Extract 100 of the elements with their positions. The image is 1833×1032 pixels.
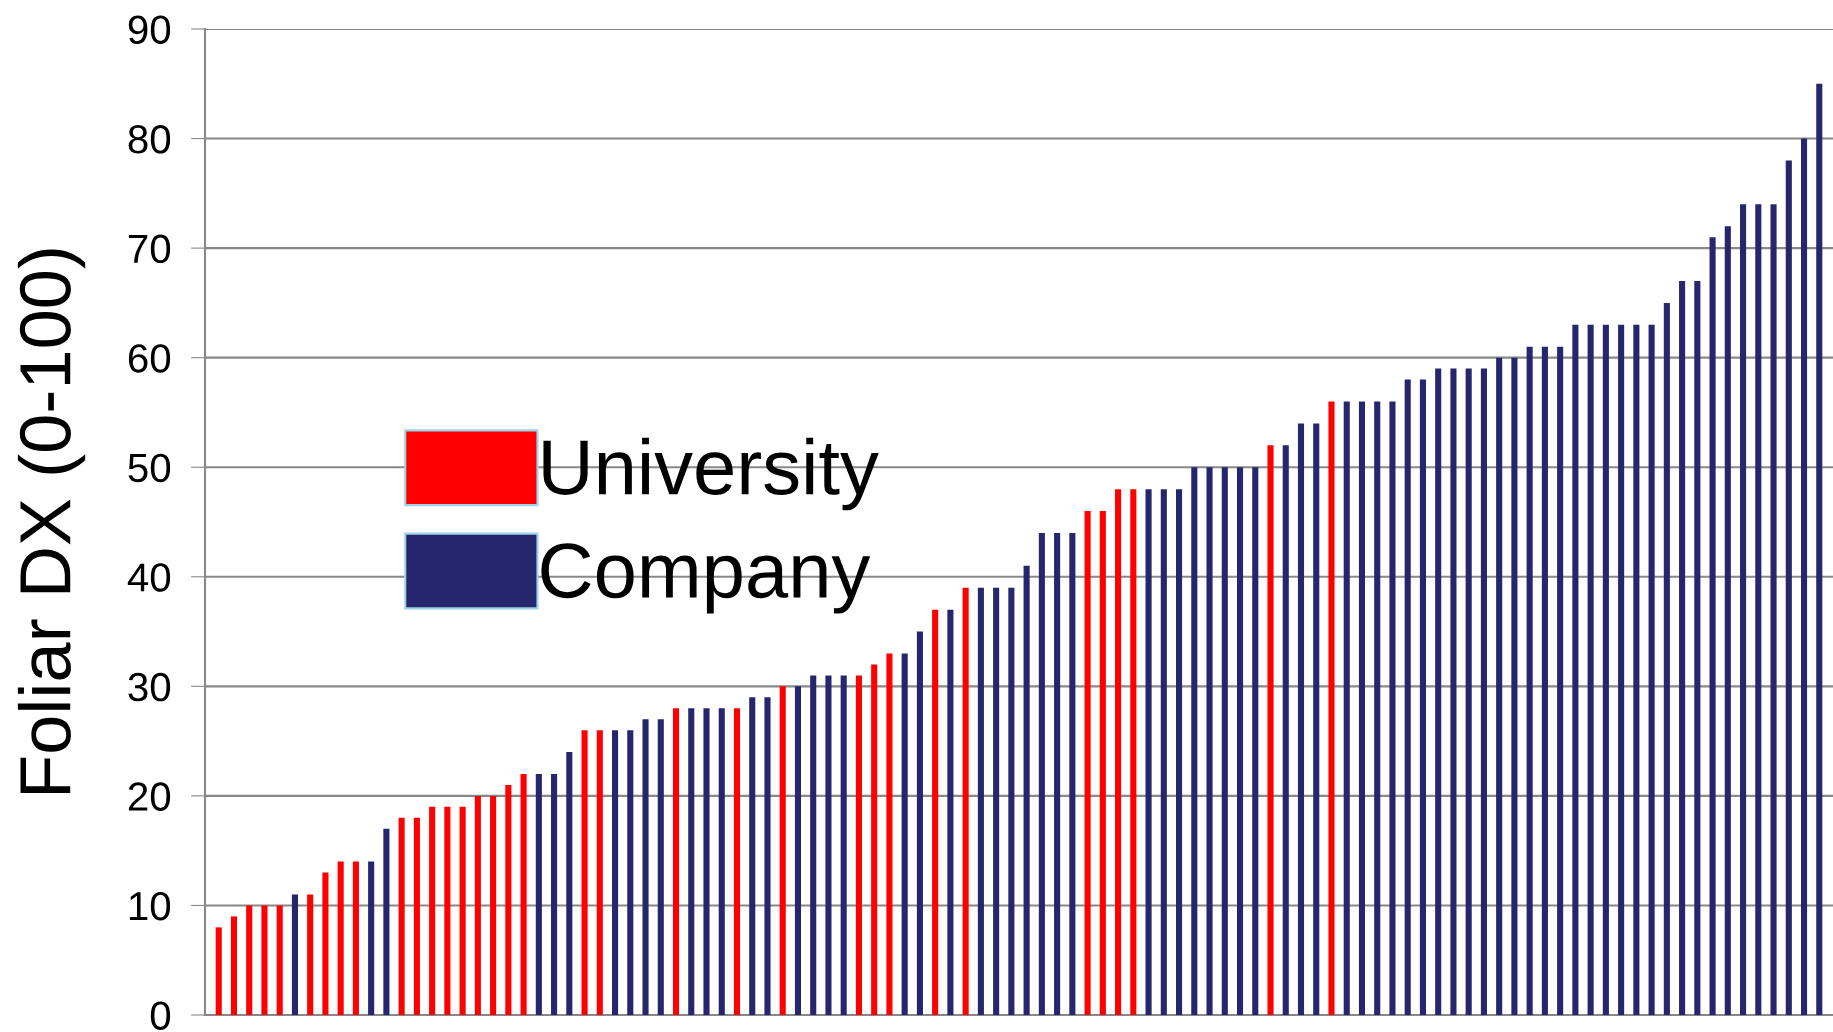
bar [1206,467,1213,1015]
y-tick-label: 0 [150,1001,171,1030]
bar [383,828,390,1015]
y-tick-label: 80 [128,125,171,154]
y-tick-label: 60 [128,344,171,373]
bar [1694,280,1701,1015]
bar [1267,445,1274,1015]
bar [1572,324,1579,1015]
bar [1465,368,1472,1015]
bar [1587,324,1594,1015]
bar [230,916,238,1015]
bar [901,653,908,1015]
bar [535,773,542,1015]
bar [1054,532,1061,1015]
bar [627,730,634,1015]
bar [1313,423,1320,1015]
bar [413,817,420,1015]
bar [1663,302,1670,1015]
bar [1633,324,1640,1015]
bar [749,697,756,1015]
bar [794,686,802,1015]
legend-label: University [543,437,879,511]
bar [1557,346,1564,1015]
y-tick-label: 20 [128,782,171,811]
bar [581,730,588,1015]
bar [261,905,268,1015]
bar [962,587,969,1015]
bar [1115,489,1122,1015]
bar [1602,324,1609,1015]
bar [1008,587,1015,1015]
bar [398,817,405,1015]
bar [1145,489,1152,1015]
bar [1069,532,1076,1015]
bar [810,675,817,1015]
bar [551,773,558,1015]
bar [1328,401,1335,1015]
bar [1618,324,1625,1015]
bar [672,708,680,1015]
bar [596,730,603,1015]
bar [688,708,695,1015]
bar [1038,532,1045,1015]
bar [1496,357,1503,1015]
y-axis-title: Foliar DX (0-100) [17,249,86,793]
bar [1724,226,1731,1015]
bar [1648,324,1655,1015]
bar [840,675,847,1015]
bar [337,861,344,1015]
bar [1755,204,1762,1015]
bar [779,686,786,1015]
bar [703,708,710,1015]
bar [871,664,878,1015]
bar [1740,204,1747,1015]
bar [718,708,725,1015]
bar [1176,489,1183,1015]
bar [993,587,1000,1015]
bar [276,905,283,1015]
y-tick-label: 10 [129,891,171,921]
bar [1236,467,1244,1015]
bar [1389,401,1396,1015]
bar [1541,346,1548,1015]
bar [1511,357,1518,1015]
bar [1404,379,1411,1015]
y-tick-label: 40 [127,563,171,592]
bar [1191,467,1198,1015]
legend-label: Company [541,543,871,614]
bar [215,927,222,1015]
bar [932,609,939,1015]
bar [1282,445,1289,1015]
bar [657,719,664,1015]
bar [1450,368,1457,1015]
bar [916,631,923,1015]
bar [855,675,862,1015]
bar [307,894,314,1015]
bar [947,609,954,1015]
bar [246,905,253,1015]
bar [1800,138,1808,1015]
y-tick-label: 90 [128,15,171,44]
bar [459,806,466,1015]
bar [429,806,436,1015]
bar [1526,346,1533,1015]
bar [1252,467,1259,1015]
bar [1130,489,1137,1015]
y-tick-label: 30 [128,672,171,702]
bar [1435,368,1442,1015]
bar [474,795,481,1015]
bar [1419,379,1426,1015]
bar [1679,280,1686,1015]
bar [642,719,649,1015]
bar [1297,423,1305,1015]
bar [1709,237,1716,1015]
bar [1480,368,1487,1015]
y-tick-label: 50 [128,453,171,483]
bar [444,806,451,1015]
y-tick-label: 70 [128,234,171,264]
bar [1770,204,1777,1015]
bar [322,872,329,1015]
bar [1084,511,1091,1015]
bar [368,861,375,1015]
bar [733,708,741,1015]
bar [505,784,512,1015]
